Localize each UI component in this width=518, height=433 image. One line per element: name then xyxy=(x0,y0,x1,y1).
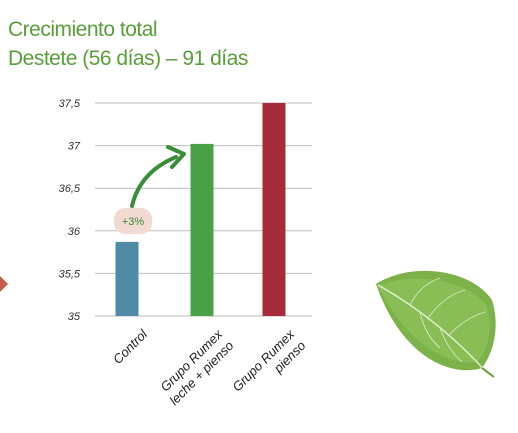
bar xyxy=(262,103,286,316)
growth-label: +3% xyxy=(122,216,145,228)
category-label: Control xyxy=(110,326,151,367)
chart-title: Crecimiento total xyxy=(8,18,158,41)
y-tick-label: 35 xyxy=(68,311,81,323)
bar xyxy=(190,143,214,316)
category-label-line: Control xyxy=(110,326,151,367)
growth-badge xyxy=(114,208,152,234)
bars xyxy=(115,103,286,316)
growth-arrow xyxy=(130,155,178,208)
y-tick-label: 35,5 xyxy=(59,268,81,280)
y-tick-label: 36,5 xyxy=(59,183,81,195)
y-tick-label: 37,5 xyxy=(59,98,81,110)
y-tick-label: 36 xyxy=(68,226,81,238)
growth-annotation: +3% xyxy=(114,145,186,234)
y-tick-label: 37 xyxy=(68,141,81,153)
tick-labels: 35 35,5 36 36,5 37 37,5 xyxy=(59,98,81,323)
bar xyxy=(115,241,139,316)
leaf-icon xyxy=(376,270,496,378)
chart-subtitle: Destete (56 días) – 91 días xyxy=(8,47,248,70)
side-arrow-icon xyxy=(0,276,8,292)
growth-arrowhead xyxy=(166,145,186,169)
